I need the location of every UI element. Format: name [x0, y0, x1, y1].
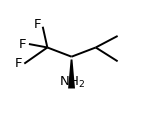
Polygon shape	[68, 59, 75, 88]
Text: F: F	[15, 57, 22, 70]
Text: F: F	[34, 18, 42, 31]
Text: NH$_2$: NH$_2$	[60, 75, 86, 90]
Text: F: F	[19, 38, 27, 51]
